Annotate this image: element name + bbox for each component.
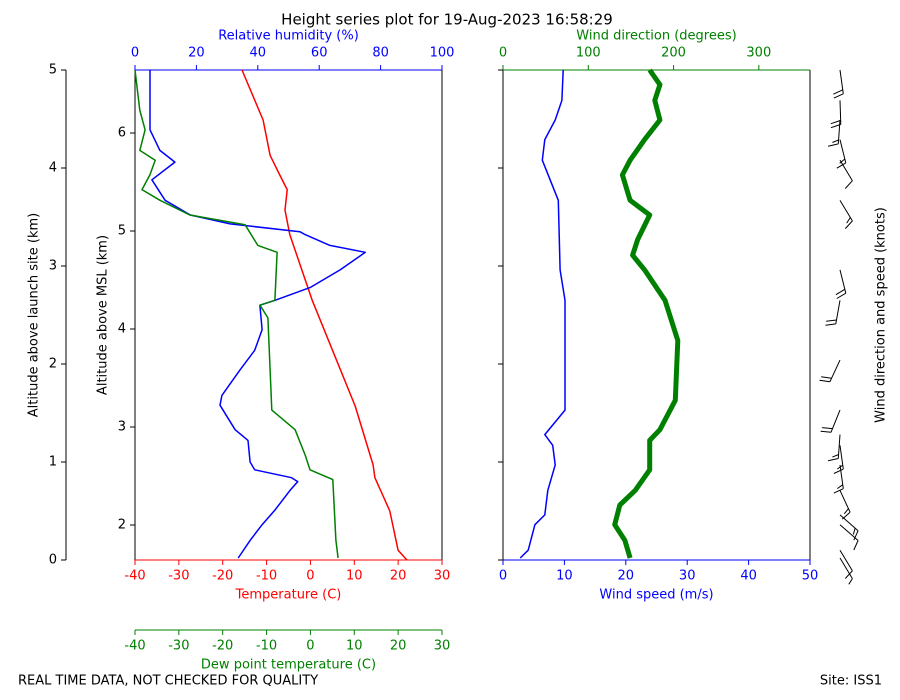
x-tick-label: 20 bbox=[390, 569, 407, 584]
y2-tick-label: 2 bbox=[118, 518, 126, 533]
x-tick-label: 40 bbox=[740, 569, 757, 584]
y-tick-label: 1 bbox=[49, 455, 57, 470]
footer-site: Site: ISS1 bbox=[820, 674, 882, 689]
x2-tick-label: 300 bbox=[746, 46, 771, 61]
x3-tick-label: 20 bbox=[390, 639, 407, 654]
x-tick-label: -30 bbox=[168, 569, 189, 584]
wind-barb bbox=[835, 269, 847, 299]
y-tick-label: 2 bbox=[49, 357, 57, 372]
profile-line bbox=[241, 69, 408, 561]
x2-tick-label: 100 bbox=[576, 46, 601, 61]
wind-barb bbox=[819, 359, 841, 383]
x2-axis-title: Relative humidity (%) bbox=[218, 29, 359, 44]
wind-barb bbox=[827, 434, 841, 462]
wind-barb bbox=[830, 100, 842, 129]
wind-barb bbox=[839, 549, 853, 579]
y2-tick-label: 3 bbox=[118, 420, 126, 435]
wind-barb bbox=[820, 409, 841, 433]
x-tick-label: 20 bbox=[618, 569, 635, 584]
x-tick-label: -40 bbox=[124, 569, 145, 584]
wind-barb bbox=[833, 69, 844, 99]
profile-line bbox=[612, 68, 681, 559]
wind-barb bbox=[839, 159, 853, 189]
title: Height series plot for 19-Aug-2023 16:58… bbox=[281, 11, 613, 29]
x2-tick-label: 80 bbox=[372, 46, 389, 61]
wind-barb bbox=[839, 490, 851, 520]
x-tick-label: 10 bbox=[556, 569, 573, 584]
wind-barb bbox=[839, 557, 853, 585]
y2-tick-label: 5 bbox=[118, 224, 126, 239]
x3-tick-label: 30 bbox=[434, 639, 451, 654]
wind-barb bbox=[839, 514, 859, 541]
x2-tick-label: 20 bbox=[188, 46, 205, 61]
y-tick-label: 4 bbox=[49, 161, 57, 176]
x3-tick-label: -10 bbox=[256, 639, 277, 654]
x-tick-label: 10 bbox=[346, 569, 363, 584]
x3-tick-label: 10 bbox=[346, 639, 363, 654]
x-tick-label: 0 bbox=[306, 569, 314, 584]
wind-barb bbox=[825, 300, 841, 326]
x2-tick-label: 40 bbox=[250, 46, 267, 61]
y-tick-label: 0 bbox=[49, 553, 57, 568]
wind-barb bbox=[833, 464, 844, 494]
x-tick-label: 30 bbox=[679, 569, 696, 584]
x2-tick-label: 0 bbox=[499, 46, 507, 61]
x2-tick-label: 200 bbox=[661, 46, 686, 61]
y2-tick-label: 4 bbox=[118, 322, 126, 337]
x-tick-label: 50 bbox=[802, 569, 819, 584]
y2-tick-label: 6 bbox=[118, 126, 126, 141]
x3-tick-label: 0 bbox=[306, 639, 314, 654]
x3-tick-label: -30 bbox=[168, 639, 189, 654]
footer-note: REAL TIME DATA, NOT CHECKED FOR QUALITY bbox=[18, 674, 318, 689]
wind-barb bbox=[839, 200, 853, 229]
profile-line bbox=[134, 69, 339, 559]
profile-line bbox=[519, 69, 566, 559]
y2-axis-title: Altitude above MSL (km) bbox=[96, 235, 111, 395]
x3-tick-label: -40 bbox=[124, 639, 145, 654]
x3-tick-label: -20 bbox=[212, 639, 233, 654]
x2-tick-label: 0 bbox=[131, 46, 139, 61]
wind-barb bbox=[836, 139, 847, 169]
x3-axis-title: Dew point temperature (C) bbox=[201, 658, 376, 673]
barb-axis-title: Wind direction and speed (knots) bbox=[874, 207, 889, 423]
y-tick-label: 3 bbox=[49, 259, 57, 274]
x2-tick-label: 60 bbox=[311, 46, 328, 61]
x-axis-title: Temperature (C) bbox=[235, 588, 342, 603]
x2-tick-label: 100 bbox=[430, 46, 455, 61]
wind-barb bbox=[833, 445, 844, 474]
x-tick-label: 0 bbox=[499, 569, 507, 584]
y-tick-label: 5 bbox=[49, 63, 57, 78]
y-axis-title: Altitude above launch site (km) bbox=[27, 213, 42, 417]
x2-axis-title: Wind direction (degrees) bbox=[576, 29, 736, 44]
x-axis-title: Wind speed (m/s) bbox=[599, 588, 713, 603]
wind-barb bbox=[827, 119, 841, 147]
x-tick-label: 30 bbox=[434, 569, 451, 584]
x-tick-label: -10 bbox=[256, 569, 277, 584]
x-tick-label: -20 bbox=[212, 569, 233, 584]
